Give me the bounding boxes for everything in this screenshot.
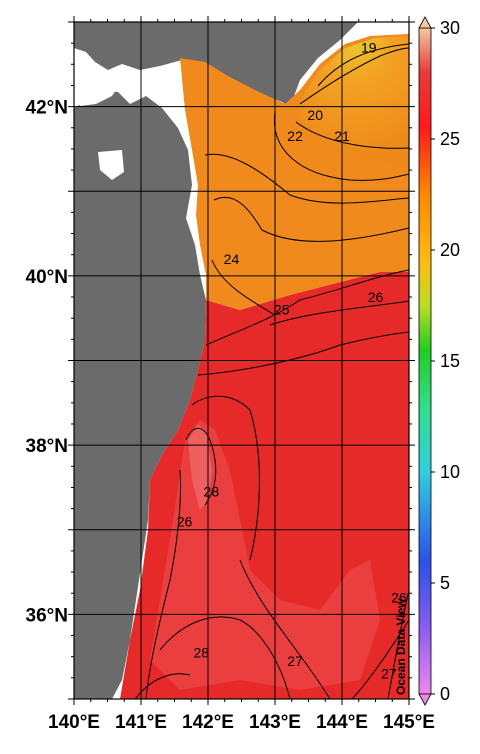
watermark: Ocean Data View — [394, 598, 408, 695]
contour-28-tongue — [185, 428, 217, 506]
contour-28-sw — [134, 673, 191, 699]
contour-19 — [317, 43, 409, 87]
contour-27-east — [351, 619, 409, 699]
contour-26-coast — [145, 469, 182, 699]
contour-26-inner — [197, 331, 409, 376]
lon-label: 144°E — [316, 712, 368, 733]
colorbar-tick-label: 15 — [440, 351, 460, 371]
colorbar-tick-label: 5 — [440, 573, 450, 593]
contour-20 — [299, 47, 409, 105]
contour-26 — [269, 300, 409, 326]
mutsu-bay — [98, 150, 124, 180]
tsugaru-strait — [74, 82, 120, 106]
colorbar-tick-label: 25 — [440, 129, 460, 149]
lat-label: 38°N — [26, 436, 68, 457]
lon-label: 145°E — [383, 712, 435, 733]
contour-24b — [211, 259, 276, 316]
contour-23 — [204, 153, 409, 204]
contour-label: 27 — [287, 653, 303, 669]
frame-ticks — [68, 16, 415, 705]
land-honshu — [74, 90, 206, 699]
colorbar-tick-label: 0 — [440, 684, 450, 704]
colorbar: 0 5 10 15 20 25 30 — [418, 16, 460, 706]
contour-26-east — [387, 589, 409, 699]
contour-label: 27 — [381, 666, 397, 682]
lon-label: 140°E — [48, 712, 100, 733]
colorbar-top-arrow — [418, 16, 432, 29]
sst-yellow-northeast — [300, 36, 409, 170]
contour-label: 28 — [204, 484, 220, 500]
land-hokkaido — [74, 22, 358, 107]
contour-28-south — [159, 616, 291, 699]
lon-label: 142°E — [182, 712, 234, 733]
lon-label: 143°E — [249, 712, 301, 733]
contour-21 — [295, 121, 409, 149]
colorbar-ticks: 0 5 10 15 20 25 30 — [431, 18, 460, 704]
contour-label: 19 — [361, 39, 377, 55]
contour-lines — [134, 43, 409, 699]
contour-25 — [205, 269, 409, 346]
longitude-labels: 140°E 141°E 142°E 143°E 144°E 145°E — [48, 712, 435, 733]
latitude-labels: 42°N 40°N 38°N 36°N — [26, 98, 68, 627]
contour-label: 22 — [287, 128, 303, 144]
contour-27-south — [239, 559, 331, 699]
contour-label: 20 — [307, 107, 323, 123]
colorbar-tick-label: 30 — [440, 18, 460, 38]
lon-label: 141°E — [115, 712, 167, 733]
colorbar-tick-label: 10 — [440, 462, 460, 482]
contour-label: 24 — [224, 251, 240, 267]
contour-24 — [213, 196, 409, 242]
colorbar-tick-label: 20 — [440, 240, 460, 260]
contour-label: 28 — [194, 644, 210, 660]
contour-label: 25 — [274, 302, 290, 318]
colorbar-bottom-arrow — [418, 693, 432, 706]
colorbar-gradient — [418, 27, 432, 695]
contour-label: 26 — [391, 589, 407, 605]
lat-label: 36°N — [26, 605, 68, 626]
contour-27-west — [191, 395, 260, 561]
contour-label: 26 — [368, 289, 384, 305]
contour-label: 26 — [177, 513, 193, 529]
lat-label: 42°N — [26, 98, 68, 119]
contour-22 — [273, 111, 409, 181]
graticule — [74, 22, 409, 699]
lat-label: 40°N — [26, 267, 68, 288]
